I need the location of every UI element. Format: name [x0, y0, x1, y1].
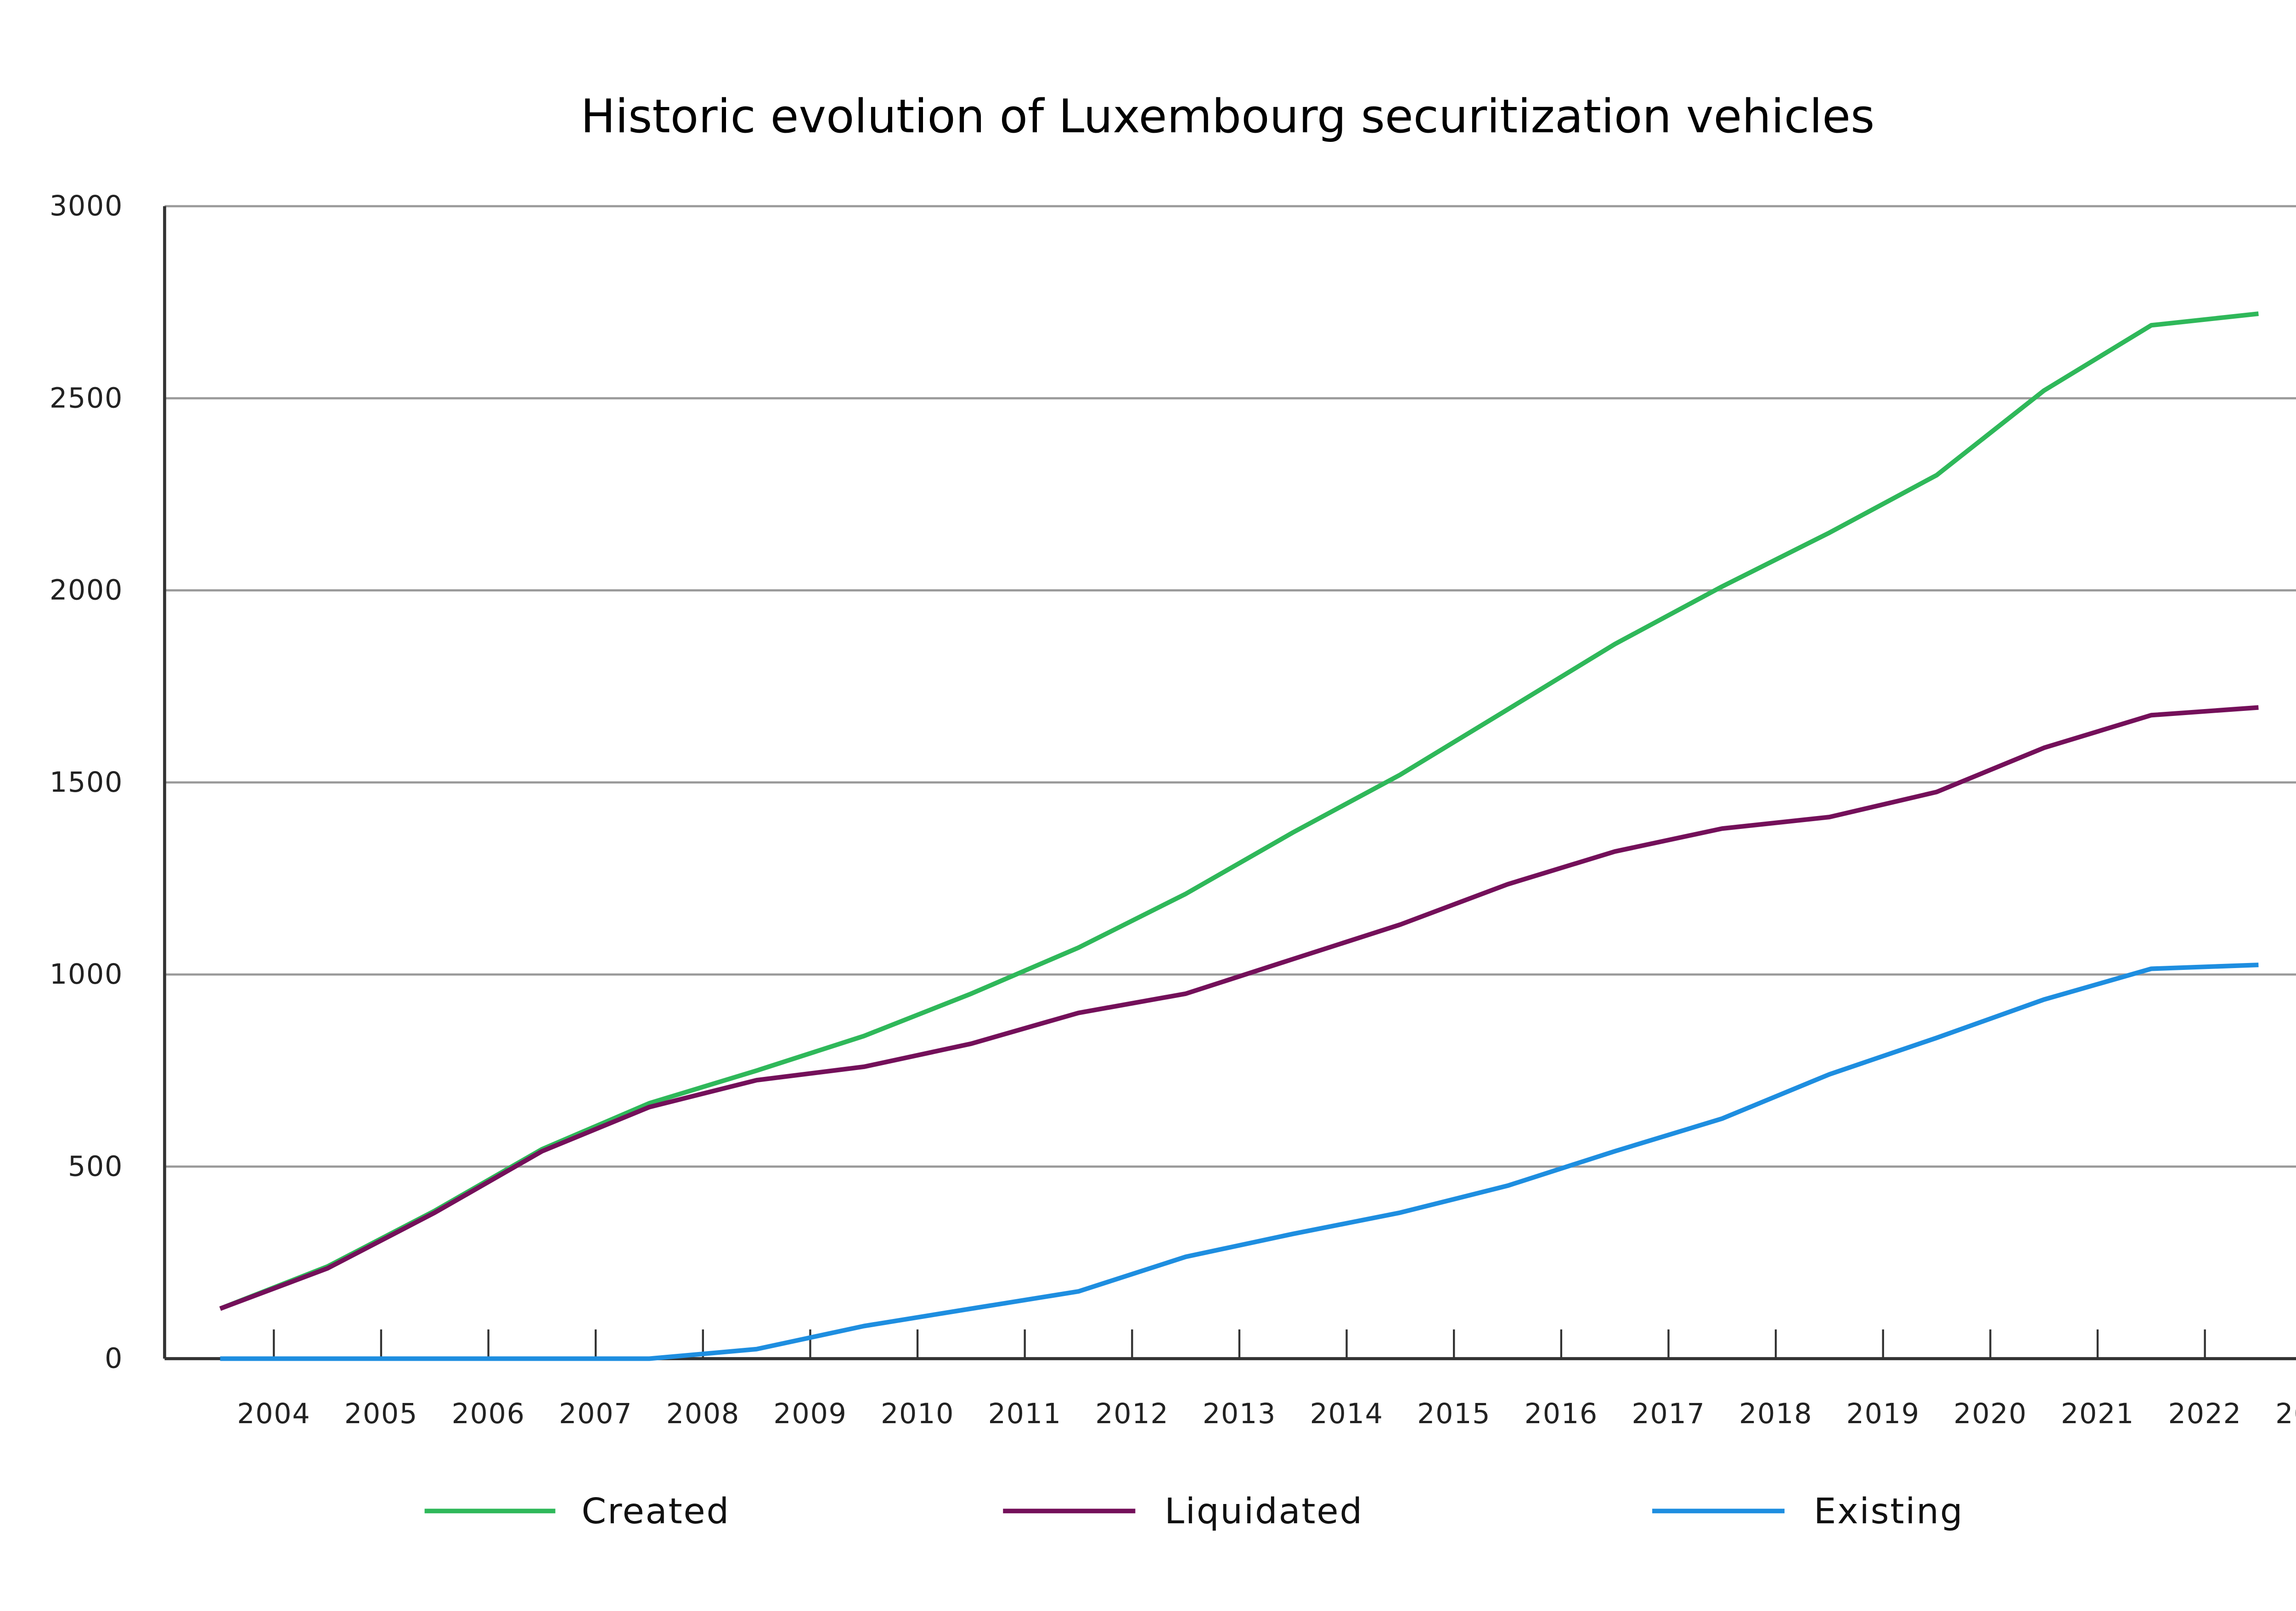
x-tick-label: 2011 [988, 1398, 1062, 1430]
x-tick-label: 2013 [1203, 1398, 1276, 1430]
x-tick-label: 2016 [1525, 1398, 1598, 1430]
x-tick-label: 2004 [237, 1398, 310, 1430]
x-tick-label: 2015 [1417, 1398, 1491, 1430]
x-tick-label: 2008 [666, 1398, 740, 1430]
x-tick-label: 2023 [2275, 1398, 2296, 1430]
x-tick-label: 2010 [881, 1398, 954, 1430]
x-tick-label: 2017 [1632, 1398, 1705, 1430]
y-tick-label: 3000 [50, 190, 123, 222]
y-tick-label: 2500 [50, 382, 123, 414]
legend-label: Liquidated [1165, 1491, 1363, 1532]
y-tick-label: 2000 [50, 575, 123, 607]
y-tick-label: 1000 [50, 958, 123, 991]
x-tick-label: 2019 [1846, 1398, 1920, 1430]
series-line-existing [220, 963, 2259, 1361]
x-axis: 2004 2005 2006 2007 2008 2009 2010 2011 2012 2013… [164, 1329, 2296, 1430]
x-tick-label: 2020 [1953, 1398, 2027, 1430]
y-tick-label: 500 [68, 1150, 123, 1183]
legend-item-created: Created [424, 1491, 730, 1532]
y-tick-label: 0 [105, 1343, 123, 1375]
series-line-liquidated [219, 705, 2259, 1311]
x-tick-label: 2018 [1739, 1398, 1812, 1430]
legend-label: Existing [1814, 1491, 1964, 1532]
chart-title: Historic evolution of Luxembourg securit… [580, 90, 1874, 143]
x-tick-label: 2006 [452, 1398, 525, 1430]
legend-item-liquidated: Liquidated [1003, 1491, 1363, 1532]
legend-label: Created [581, 1491, 730, 1532]
x-tick-label: 2009 [773, 1398, 847, 1430]
y-tick-label: 1500 [50, 766, 123, 799]
series-lines [219, 311, 2259, 1361]
x-tick-label: 2007 [559, 1398, 632, 1430]
x-tick-label: 2012 [1095, 1398, 1169, 1430]
legend-item-existing: Existing [1652, 1491, 1964, 1532]
y-axis: 0 500 1000 1500 2000 2500 3000 [50, 190, 166, 1375]
x-tick-label: 2005 [344, 1398, 418, 1430]
legend: Created Liquidated Existing [424, 1491, 1964, 1532]
x-tick-label: 2021 [2061, 1398, 2134, 1430]
x-tick-label: 2014 [1310, 1398, 1384, 1430]
gridlines [164, 205, 2296, 1168]
x-tick-label: 2022 [2168, 1398, 2242, 1430]
